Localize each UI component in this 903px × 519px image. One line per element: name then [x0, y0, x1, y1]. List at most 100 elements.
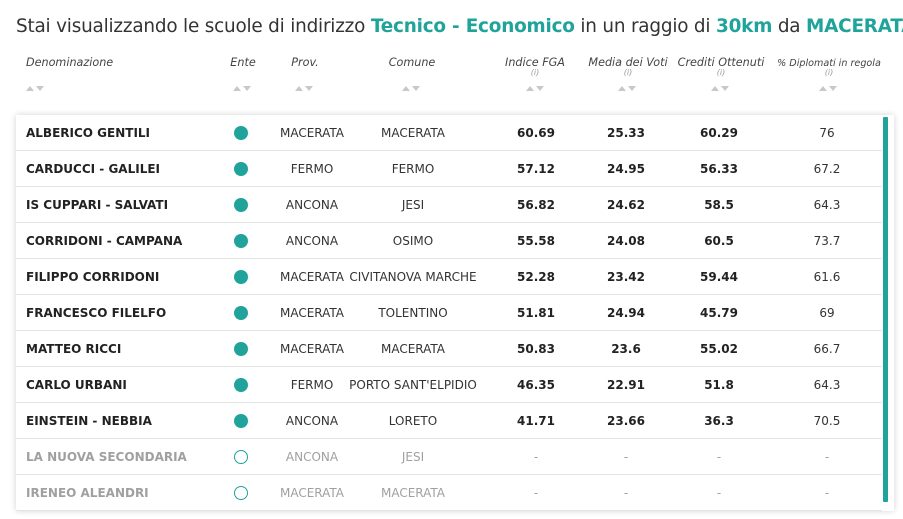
province: MACERATA	[279, 306, 345, 320]
table-row[interactable]: MATTEO RICCI MACERATA MACERATA 50.83 23.6 55.…	[16, 331, 882, 367]
media-voti: -	[623, 450, 629, 464]
media-voti: 23.6	[611, 342, 641, 356]
sort-denominazione-icon[interactable]	[26, 86, 46, 94]
info-diplomati-icon[interactable]: (i)	[824, 68, 834, 77]
column-header-denominazione[interactable]: Denominazione	[26, 56, 114, 69]
school-name[interactable]: FILIPPO CORRIDONI	[26, 270, 160, 284]
sort-crediti-icon[interactable]	[711, 86, 731, 94]
column-header-crediti[interactable]: Crediti Ottenuti (i)	[672, 56, 770, 77]
ente-status-icon	[234, 450, 248, 464]
school-name[interactable]: ALBERICO GENTILI	[26, 126, 151, 140]
column-header-indice-fga-label: Indice FGA	[505, 56, 565, 69]
comune: MACERATA	[380, 342, 446, 356]
sort-ente-icon[interactable]	[233, 86, 253, 94]
table-row[interactable]: IS CUPPARI - SALVATI ANCONA JESI 56.82 24.62…	[16, 187, 882, 223]
table-row[interactable]: LA NUOVA SECONDARIA ANCONA JESI - - - -	[16, 439, 882, 475]
comune: PORTO SANT'ELPIDIO	[349, 378, 477, 392]
column-header-ente[interactable]: Ente	[230, 56, 256, 69]
table-row[interactable]: IRENEO ALEANDRI MACERATA MACERATA - - - -	[16, 475, 882, 511]
crediti-ottenuti: 60.5	[704, 234, 734, 248]
crediti-ottenuti: 60.29	[700, 126, 738, 140]
diplomati-in-regola: 64.3	[813, 378, 841, 392]
province: ANCONA	[285, 234, 339, 248]
indice-fga: 52.28	[517, 270, 555, 284]
ente-status-icon	[234, 234, 248, 248]
school-name[interactable]: MATTEO RICCI	[26, 342, 122, 356]
media-voti: 24.08	[607, 234, 645, 248]
school-name[interactable]: IRENEO ALEANDRI	[26, 486, 149, 500]
school-name[interactable]: CARDUCCI - GALILEI	[26, 162, 161, 176]
diplomati-in-regola: 76	[819, 126, 835, 140]
comune: TOLENTINO	[378, 306, 448, 320]
media-voti: 24.95	[607, 162, 645, 176]
comune: LORETO	[388, 414, 438, 428]
indice-fga: 56.82	[517, 198, 555, 212]
diplomati-in-regola: 64.3	[813, 198, 841, 212]
province: ANCONA	[285, 450, 339, 464]
schools-table: ALBERICO GENTILI MACERATA MACERATA 60.69 25.…	[16, 115, 894, 511]
headline-da: da	[777, 16, 801, 37]
column-header-indice-fga[interactable]: Indice FGA (i)	[495, 56, 575, 77]
media-voti: 23.42	[607, 270, 645, 284]
table-row[interactable]: ALBERICO GENTILI MACERATA MACERATA 60.69 25.…	[16, 115, 882, 151]
column-header-media-voti[interactable]: Media dei Voti (i)	[582, 56, 674, 77]
media-voti: -	[623, 486, 629, 500]
comune: JESI	[401, 198, 425, 212]
headline-city: MACERATA	[806, 16, 903, 37]
headline-radius: 30km	[715, 16, 773, 37]
column-header-prov[interactable]: Prov.	[291, 56, 319, 69]
comune: FERMO	[391, 162, 435, 176]
indice-fga: -	[533, 450, 539, 464]
info-indice-fga-icon[interactable]: (i)	[530, 68, 540, 77]
headline-indirizzo: Tecnico - Economico	[370, 16, 575, 37]
diplomati-in-regola: -	[824, 450, 830, 464]
province: MACERATA	[279, 126, 345, 140]
crediti-ottenuti: 56.33	[700, 162, 738, 176]
diplomati-in-regola: 61.6	[813, 270, 841, 284]
province: ANCONA	[285, 414, 339, 428]
info-media-voti-icon[interactable]: (i)	[623, 68, 633, 77]
crediti-ottenuti: 45.79	[700, 306, 738, 320]
media-voti: 23.66	[607, 414, 645, 428]
indice-fga: 60.69	[517, 126, 555, 140]
page-title: Stai visualizzando le scuole di indirizz…	[16, 16, 903, 37]
sort-comune-icon[interactable]	[402, 86, 422, 94]
table-header: Denominazione Ente Prov. Comune Indice F…	[0, 50, 903, 100]
sort-prov-icon[interactable]	[295, 86, 315, 94]
ente-status-icon	[234, 198, 248, 212]
media-voti: 22.91	[607, 378, 645, 392]
table-row[interactable]: CORRIDONI - CAMPANA ANCONA OSIMO 55.58 24.08…	[16, 223, 882, 259]
school-name[interactable]: CORRIDONI - CAMPANA	[26, 234, 183, 248]
table-row[interactable]: FRANCESCO FILELFO MACERATA TOLENTINO 51.81 2…	[16, 295, 882, 331]
crediti-ottenuti: 51.8	[704, 378, 734, 392]
column-header-crediti-label: Crediti Ottenuti	[677, 56, 765, 69]
info-crediti-icon[interactable]: (i)	[716, 68, 726, 77]
column-header-comune[interactable]: Comune	[388, 56, 436, 69]
scrollbar[interactable]	[883, 117, 888, 502]
table-row[interactable]: EINSTEIN - NEBBIA ANCONA LORETO 41.71 23.66 3…	[16, 403, 882, 439]
diplomati-in-regola: 73.7	[813, 234, 841, 248]
sort-diplomati-icon[interactable]	[819, 86, 839, 94]
school-name[interactable]: EINSTEIN - NEBBIA	[26, 414, 152, 428]
school-name[interactable]: LA NUOVA SECONDARIA	[26, 450, 187, 464]
headline-prefix: Stai visualizzando le scuole di indirizz…	[16, 16, 366, 37]
indice-fga: -	[533, 486, 539, 500]
ente-status-icon	[234, 270, 248, 284]
ente-status-icon	[234, 126, 248, 140]
school-name[interactable]: CARLO URBANI	[26, 378, 127, 392]
indice-fga: 50.83	[517, 342, 555, 356]
comune: CIVITANOVA MARCHE	[349, 270, 477, 284]
table-row[interactable]: FILIPPO CORRIDONI MACERATA CIVITANOVA MARC…	[16, 259, 882, 295]
province: MACERATA	[279, 342, 345, 356]
sort-media-voti-icon[interactable]	[618, 86, 638, 94]
column-header-diplomati[interactable]: % Diplomati in regola (i)	[770, 58, 888, 77]
table-row[interactable]: CARDUCCI - GALILEI FERMO FERMO 57.12 24.95 56…	[16, 151, 882, 187]
sort-indice-fga-icon[interactable]	[526, 86, 546, 94]
indice-fga: 57.12	[517, 162, 555, 176]
table-row[interactable]: CARLO URBANI FERMO PORTO SANT'ELPIDIO 46.35…	[16, 367, 882, 403]
school-name[interactable]: IS CUPPARI - SALVATI	[26, 198, 169, 212]
indice-fga: 46.35	[517, 378, 555, 392]
school-name[interactable]: FRANCESCO FILELFO	[26, 306, 167, 320]
comune: MACERATA	[380, 126, 446, 140]
